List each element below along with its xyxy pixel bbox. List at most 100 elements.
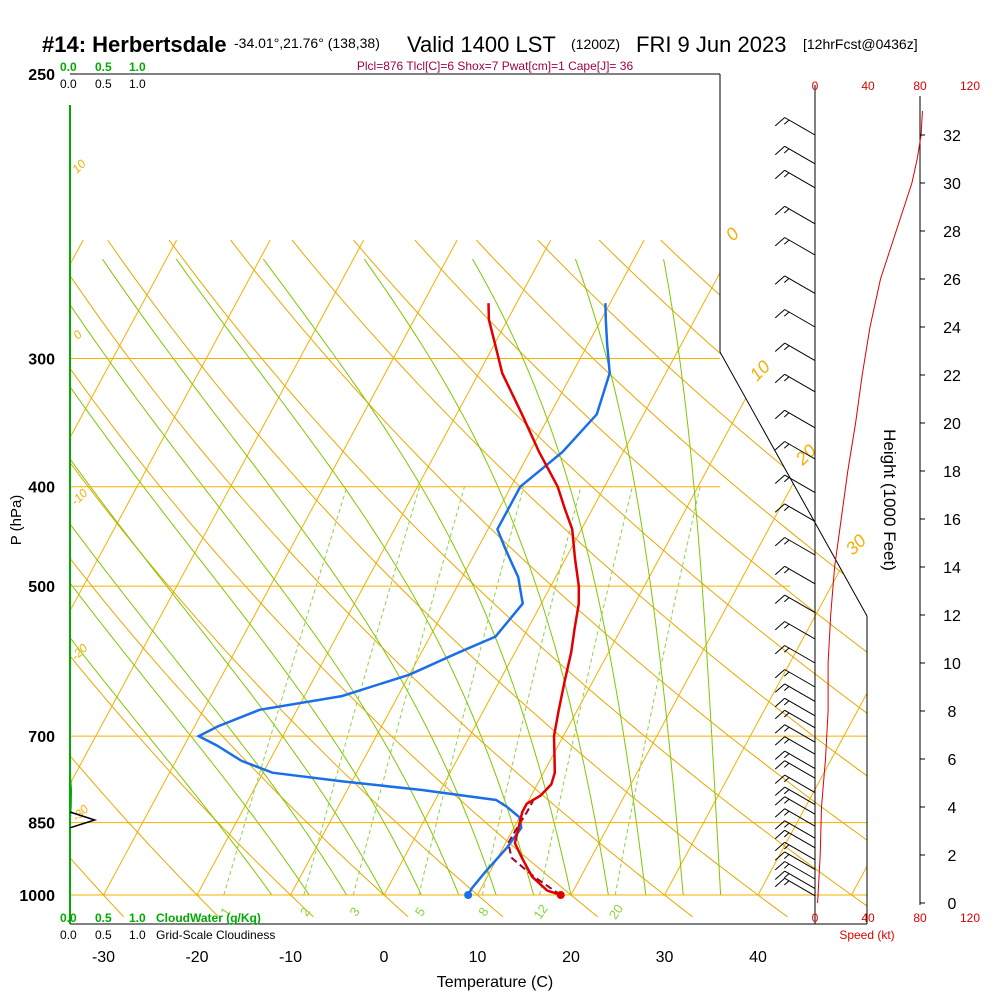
wind-barb-flag — [774, 645, 786, 655]
wind-barb-flag — [774, 808, 786, 818]
cloudiness-line — [69, 811, 98, 829]
wind-barb — [774, 309, 816, 328]
wind-barb-flag — [774, 669, 786, 679]
moist-adiabat-line — [70, 258, 460, 896]
wind-barb-flag — [774, 877, 786, 888]
wind-barb — [774, 169, 816, 189]
wind-barbs — [774, 117, 816, 897]
dry-adiabat-label: 0 — [70, 327, 85, 342]
wind-barb-half-flag — [783, 753, 790, 759]
wind-barb — [774, 841, 816, 861]
wind-barb-staff — [784, 565, 816, 585]
height-tick-label: 16 — [943, 512, 961, 529]
mixing-ratio-line — [481, 486, 582, 896]
pressure-tick-label: 400 — [28, 480, 55, 497]
wind-barb-staff — [784, 645, 816, 664]
wind-barb — [774, 669, 816, 688]
wind-barb-flag — [774, 820, 786, 830]
wind-barb-half-flag — [783, 568, 790, 574]
wind-barb-flag — [774, 683, 786, 693]
speed-tick-bottom-2: 80 — [913, 911, 927, 925]
x-tick-label: 0 — [380, 949, 389, 966]
speed-tick-top-1: 40 — [861, 79, 875, 93]
wind-barb-flag — [774, 851, 786, 861]
x-tick-labels: -30 -20 -10 0 10 20 30 40 — [92, 949, 767, 966]
moist-adiabat-line — [175, 258, 535, 896]
surface-temperature-dot — [556, 891, 565, 899]
x-tick-label: 40 — [749, 949, 767, 966]
mixing-ratio-label: 12 — [530, 901, 551, 921]
wind-barb-flag — [774, 861, 786, 871]
wind-barb-half-flag — [783, 726, 790, 732]
wind-barb-staff — [784, 760, 816, 779]
wind-barb-flag — [774, 503, 786, 513]
wind-barb-half-flag — [783, 686, 790, 691]
wind-barb-flag — [774, 709, 786, 720]
isobar-lines — [70, 358, 867, 896]
cloudwater-line — [69, 772, 73, 823]
height-tick-label: 2 — [948, 848, 957, 865]
wind-barb — [774, 117, 816, 136]
moist-adiabat-line — [70, 258, 310, 896]
wind-barb-half-flag — [783, 477, 790, 483]
speed-tick-top-2: 80 — [913, 79, 927, 93]
moist-adiabat-line — [663, 259, 722, 896]
wind-barb-staff — [784, 709, 816, 729]
isotherm-line — [103, 239, 458, 896]
wind-barb-flag — [774, 697, 786, 708]
wind-barb — [774, 205, 816, 225]
wind-barb-flag — [774, 474, 786, 484]
wind-barb-half-flag — [783, 789, 790, 795]
wind-barb — [774, 829, 816, 849]
wind-barb — [774, 342, 816, 362]
wind-barb-flag — [774, 870, 786, 880]
isotherm-line — [851, 239, 867, 896]
wind-barb — [774, 145, 816, 165]
wind-barb-half-flag — [783, 443, 790, 449]
wind-barb-staff — [784, 736, 816, 755]
wind-barb-half-flag — [783, 623, 790, 629]
moist-adiabat-label: 20 — [791, 441, 820, 470]
wind-barb — [774, 503, 816, 522]
wind-barb-half-flag — [783, 738, 790, 744]
pressure-tick-label: 300 — [28, 352, 55, 369]
wind-barb-staff — [784, 877, 816, 897]
y-axis-title: P (hPa) — [8, 495, 25, 546]
wind-barb-staff — [784, 841, 816, 861]
wind-barb-flag — [774, 117, 786, 127]
dry-adiabat-line — [70, 239, 314, 918]
wind-barb-staff — [784, 373, 816, 393]
x-axis-title: Temperature (C) — [437, 974, 553, 991]
cloudiness-tick-bottom-2: 1.0 — [129, 928, 146, 942]
x-tick-label: -10 — [279, 949, 302, 966]
moist-adiabat-line — [102, 258, 497, 896]
dry-adiabat-line — [70, 239, 219, 918]
temperature-line — [487, 303, 581, 897]
wind-barb-half-flag — [783, 208, 790, 214]
moist-adiabat-line — [70, 258, 385, 896]
wind-barb-half-flag — [783, 345, 790, 351]
wind-barb-staff — [784, 786, 816, 806]
x-tick-label: -20 — [185, 949, 208, 966]
wind-barb — [774, 786, 816, 806]
wind-speed-line — [817, 110, 923, 904]
title-coords: -34.01°,21.76° (138,38) — [234, 35, 380, 51]
wind-barb-half-flag — [783, 539, 790, 545]
wind-barb-half-flag — [783, 172, 790, 178]
wind-barb — [774, 275, 816, 294]
dry-adiabat-label: 10 — [69, 157, 89, 177]
wind-barb — [774, 237, 816, 256]
x-tick-label: 10 — [469, 949, 487, 966]
cloudwater-tick-top-0: 0.0 — [60, 60, 77, 74]
isotherm-line — [757, 239, 867, 896]
plot-frame — [70, 73, 868, 925]
wind-barb-staff — [784, 205, 816, 225]
wind-barb-staff — [784, 774, 816, 794]
dewpoint-line — [195, 303, 611, 896]
pressure-tick-label: 500 — [28, 579, 55, 596]
wind-barb-half-flag — [783, 880, 790, 886]
wind-barb-half-flag — [783, 412, 790, 418]
wind-barb-staff — [784, 621, 816, 640]
wind-barb — [774, 861, 816, 880]
